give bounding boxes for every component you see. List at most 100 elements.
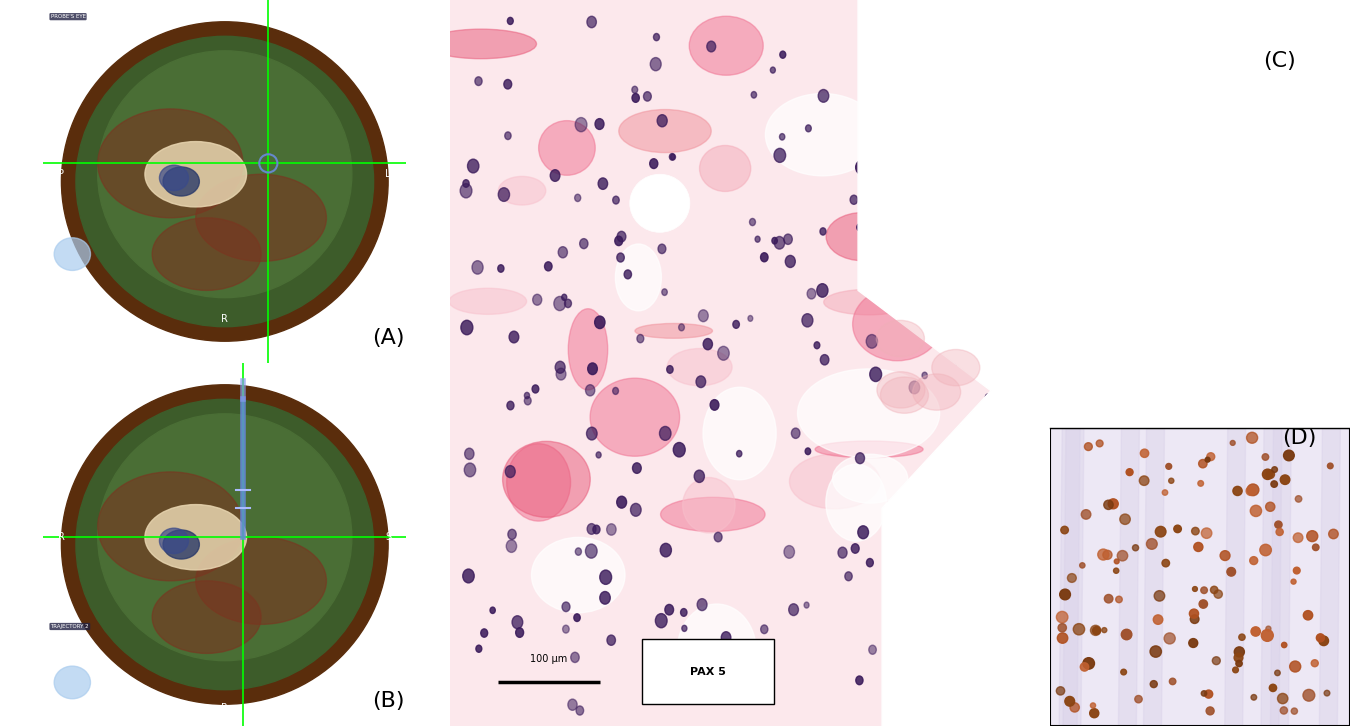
Circle shape: [481, 629, 487, 637]
Circle shape: [791, 428, 801, 439]
Circle shape: [1199, 600, 1207, 608]
Circle shape: [1154, 591, 1165, 601]
Circle shape: [460, 320, 472, 335]
Circle shape: [1139, 476, 1149, 486]
Text: TRAJECTORY 2: TRAJECTORY 2: [50, 624, 89, 629]
Circle shape: [505, 465, 516, 478]
Ellipse shape: [880, 377, 929, 413]
Ellipse shape: [196, 537, 327, 624]
Circle shape: [975, 483, 983, 492]
Circle shape: [1311, 660, 1319, 666]
Ellipse shape: [539, 121, 595, 175]
Circle shape: [967, 208, 976, 219]
Ellipse shape: [532, 537, 625, 613]
Circle shape: [671, 154, 675, 160]
Circle shape: [1057, 633, 1068, 643]
Circle shape: [664, 605, 674, 615]
Circle shape: [697, 376, 706, 388]
Ellipse shape: [815, 441, 923, 457]
Circle shape: [1114, 559, 1119, 564]
Circle shape: [856, 453, 864, 464]
Circle shape: [926, 671, 937, 683]
Ellipse shape: [425, 29, 536, 59]
Circle shape: [1200, 587, 1207, 594]
Circle shape: [698, 310, 709, 322]
Ellipse shape: [765, 94, 880, 176]
Circle shape: [987, 691, 998, 703]
Circle shape: [617, 232, 626, 242]
Circle shape: [475, 77, 482, 86]
Circle shape: [1084, 443, 1092, 451]
Circle shape: [639, 205, 649, 218]
Circle shape: [774, 237, 784, 249]
Circle shape: [1080, 663, 1088, 671]
Circle shape: [1115, 596, 1122, 603]
Circle shape: [1234, 647, 1245, 657]
Circle shape: [1073, 624, 1084, 635]
Ellipse shape: [618, 110, 711, 152]
Circle shape: [1012, 165, 1023, 179]
Ellipse shape: [153, 218, 261, 290]
Ellipse shape: [97, 414, 352, 661]
Circle shape: [1246, 432, 1258, 444]
Circle shape: [1239, 634, 1245, 640]
Ellipse shape: [616, 244, 662, 311]
Circle shape: [556, 368, 566, 380]
Circle shape: [1108, 499, 1118, 509]
Circle shape: [1202, 528, 1212, 539]
FancyBboxPatch shape: [641, 639, 774, 704]
Circle shape: [703, 338, 713, 350]
Circle shape: [1295, 496, 1301, 502]
Circle shape: [1068, 574, 1076, 582]
Circle shape: [670, 154, 675, 160]
Ellipse shape: [144, 142, 247, 207]
Circle shape: [644, 91, 651, 101]
Circle shape: [472, 261, 483, 274]
Circle shape: [1289, 661, 1301, 672]
Circle shape: [477, 645, 482, 652]
Circle shape: [1204, 690, 1212, 698]
Circle shape: [1272, 467, 1277, 473]
Circle shape: [779, 134, 784, 140]
Circle shape: [805, 448, 810, 454]
Circle shape: [884, 51, 891, 59]
Ellipse shape: [144, 505, 247, 570]
Circle shape: [1206, 457, 1210, 462]
Circle shape: [1083, 658, 1095, 669]
Circle shape: [1189, 639, 1197, 648]
Circle shape: [806, 125, 811, 132]
Ellipse shape: [790, 454, 880, 509]
Circle shape: [784, 234, 792, 245]
Text: PROBE'S EYE: PROBE'S EYE: [50, 14, 85, 19]
Text: S: S: [385, 532, 391, 542]
Text: (C): (C): [1264, 51, 1296, 71]
Circle shape: [555, 362, 566, 373]
Circle shape: [1319, 636, 1328, 645]
Circle shape: [1018, 547, 1029, 560]
Circle shape: [1199, 460, 1207, 468]
Circle shape: [1153, 615, 1162, 624]
Circle shape: [722, 653, 733, 666]
Polygon shape: [1118, 428, 1139, 726]
Ellipse shape: [159, 529, 189, 554]
Ellipse shape: [506, 444, 571, 521]
Circle shape: [910, 27, 917, 36]
Circle shape: [1250, 505, 1262, 516]
Circle shape: [606, 523, 616, 535]
Circle shape: [587, 363, 597, 375]
Circle shape: [657, 115, 667, 127]
Circle shape: [562, 602, 570, 611]
Circle shape: [940, 54, 950, 66]
Circle shape: [660, 543, 671, 557]
Circle shape: [751, 91, 756, 98]
Circle shape: [1192, 527, 1199, 535]
Circle shape: [1274, 670, 1280, 676]
Circle shape: [1122, 629, 1131, 640]
Circle shape: [1169, 678, 1176, 685]
Circle shape: [1080, 563, 1085, 568]
Ellipse shape: [76, 36, 374, 327]
Circle shape: [805, 602, 809, 608]
Circle shape: [1316, 634, 1324, 642]
Circle shape: [961, 423, 967, 430]
Ellipse shape: [913, 374, 961, 410]
